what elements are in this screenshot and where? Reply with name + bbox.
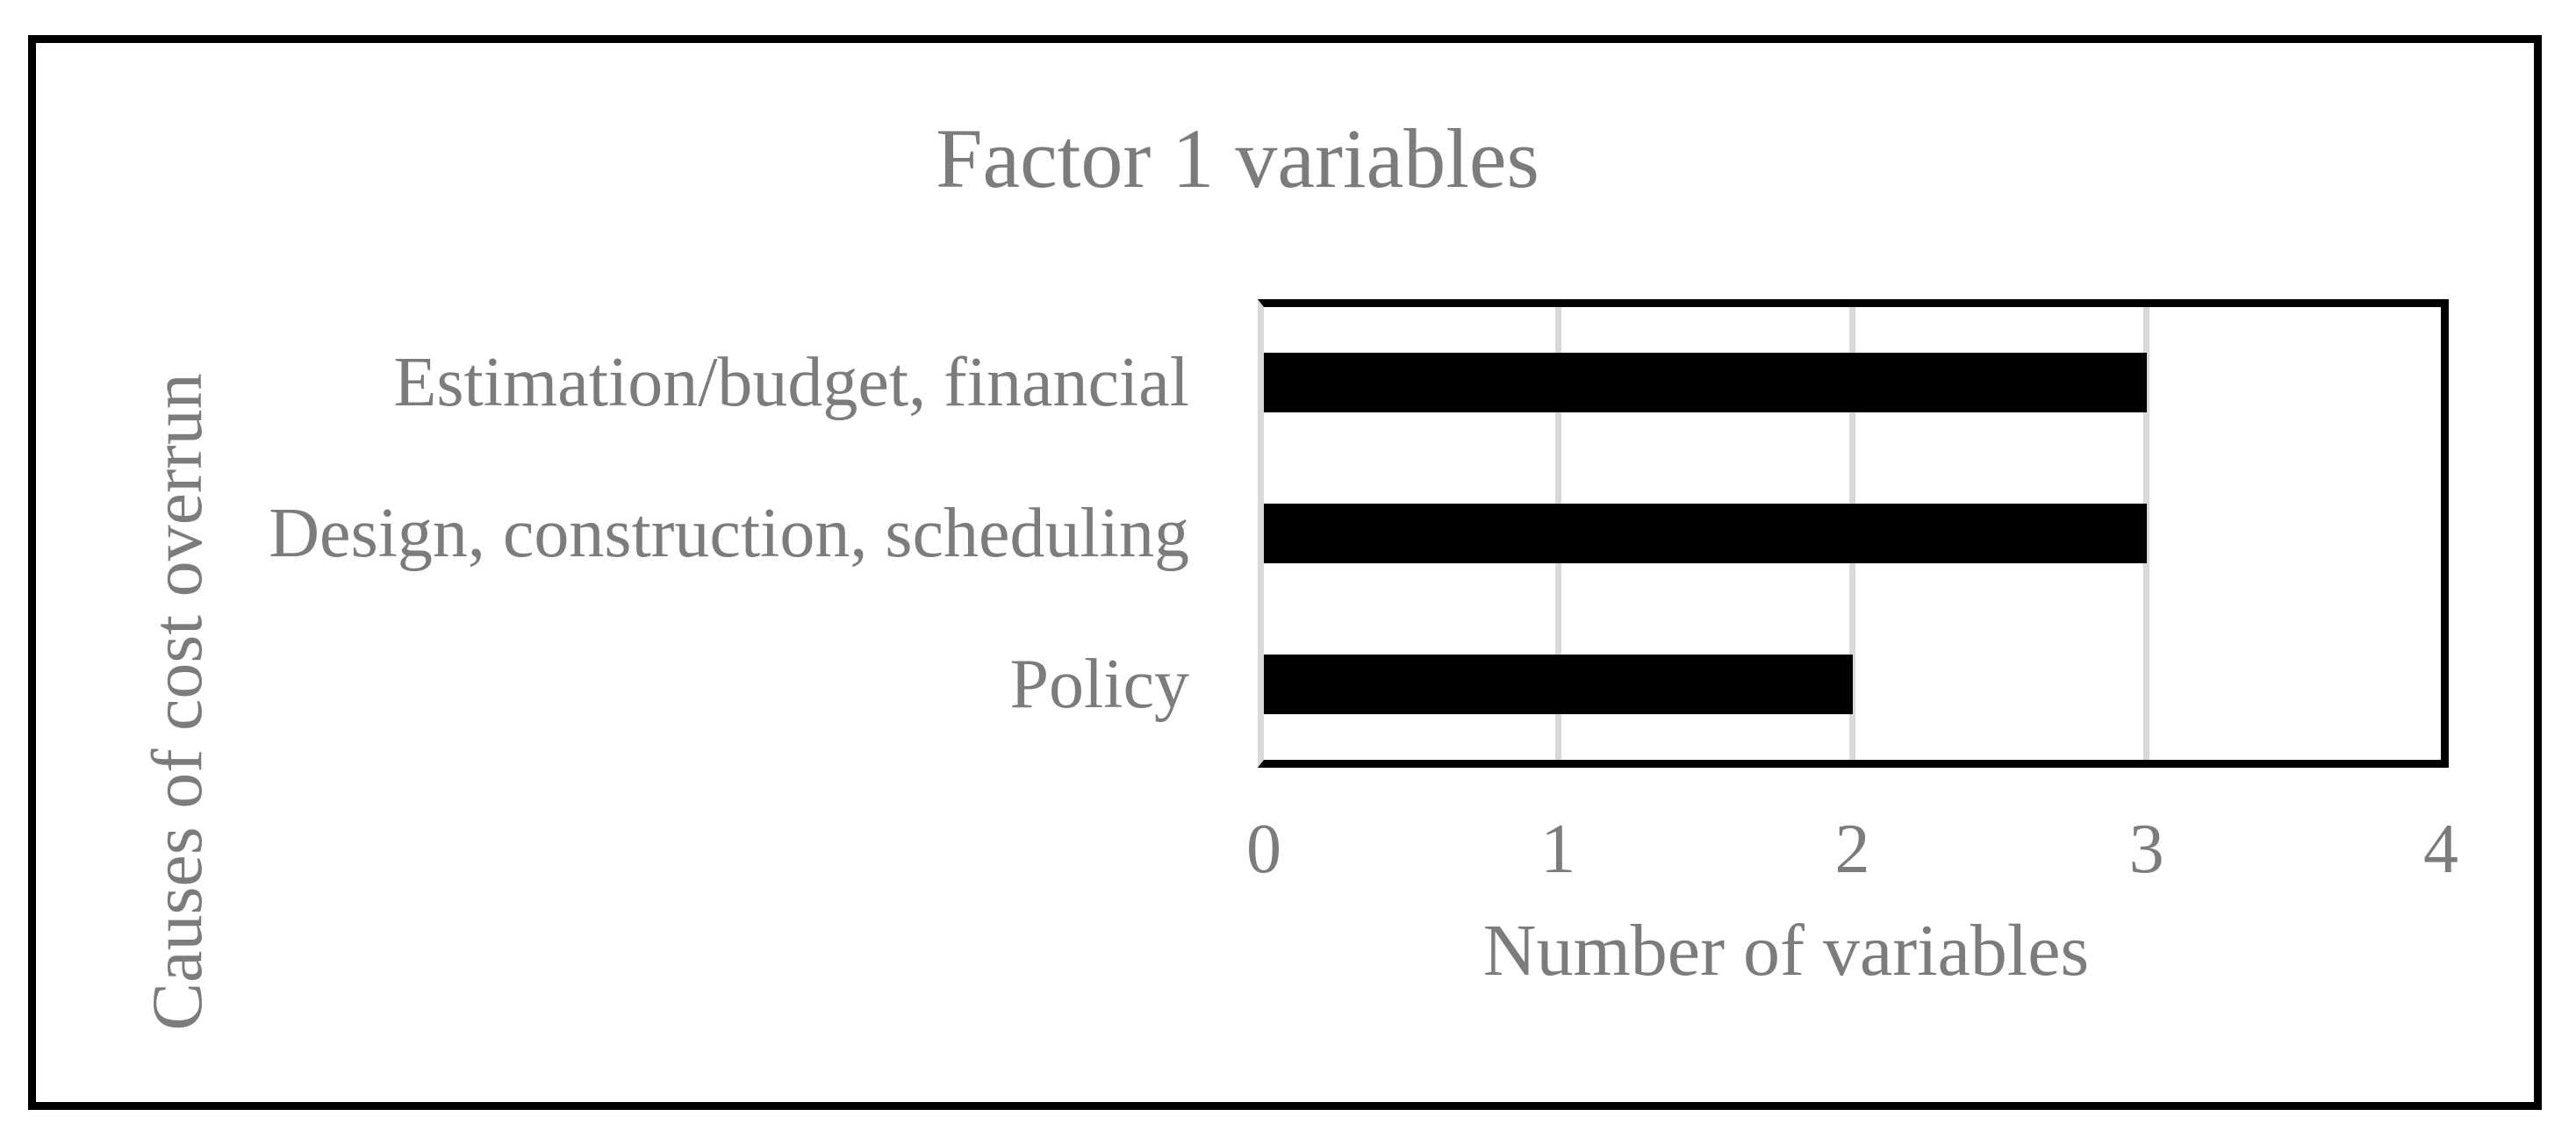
x-tick-label: 1 [1540, 811, 1576, 888]
category-label: Policy [1009, 646, 1189, 723]
gridline [2143, 307, 2150, 760]
category-label: Estimation/budget, financial [393, 344, 1189, 421]
x-tick-label: 0 [1246, 811, 1281, 888]
bar [1264, 353, 2147, 412]
category-label: Design, construction, scheduling [269, 495, 1189, 572]
bar [1264, 655, 1853, 714]
x-tick-label: 2 [1834, 811, 1870, 888]
x-axis-title: Number of variables [1482, 910, 2090, 991]
x-tick-label: 3 [2128, 811, 2164, 888]
y-axis-title: Causes of cost overrun [137, 373, 217, 1031]
x-tick-label: 4 [2423, 811, 2458, 888]
plot-area [1258, 299, 2449, 768]
bar [1264, 504, 2147, 563]
chart-title: Factor 1 variables [936, 111, 1539, 205]
